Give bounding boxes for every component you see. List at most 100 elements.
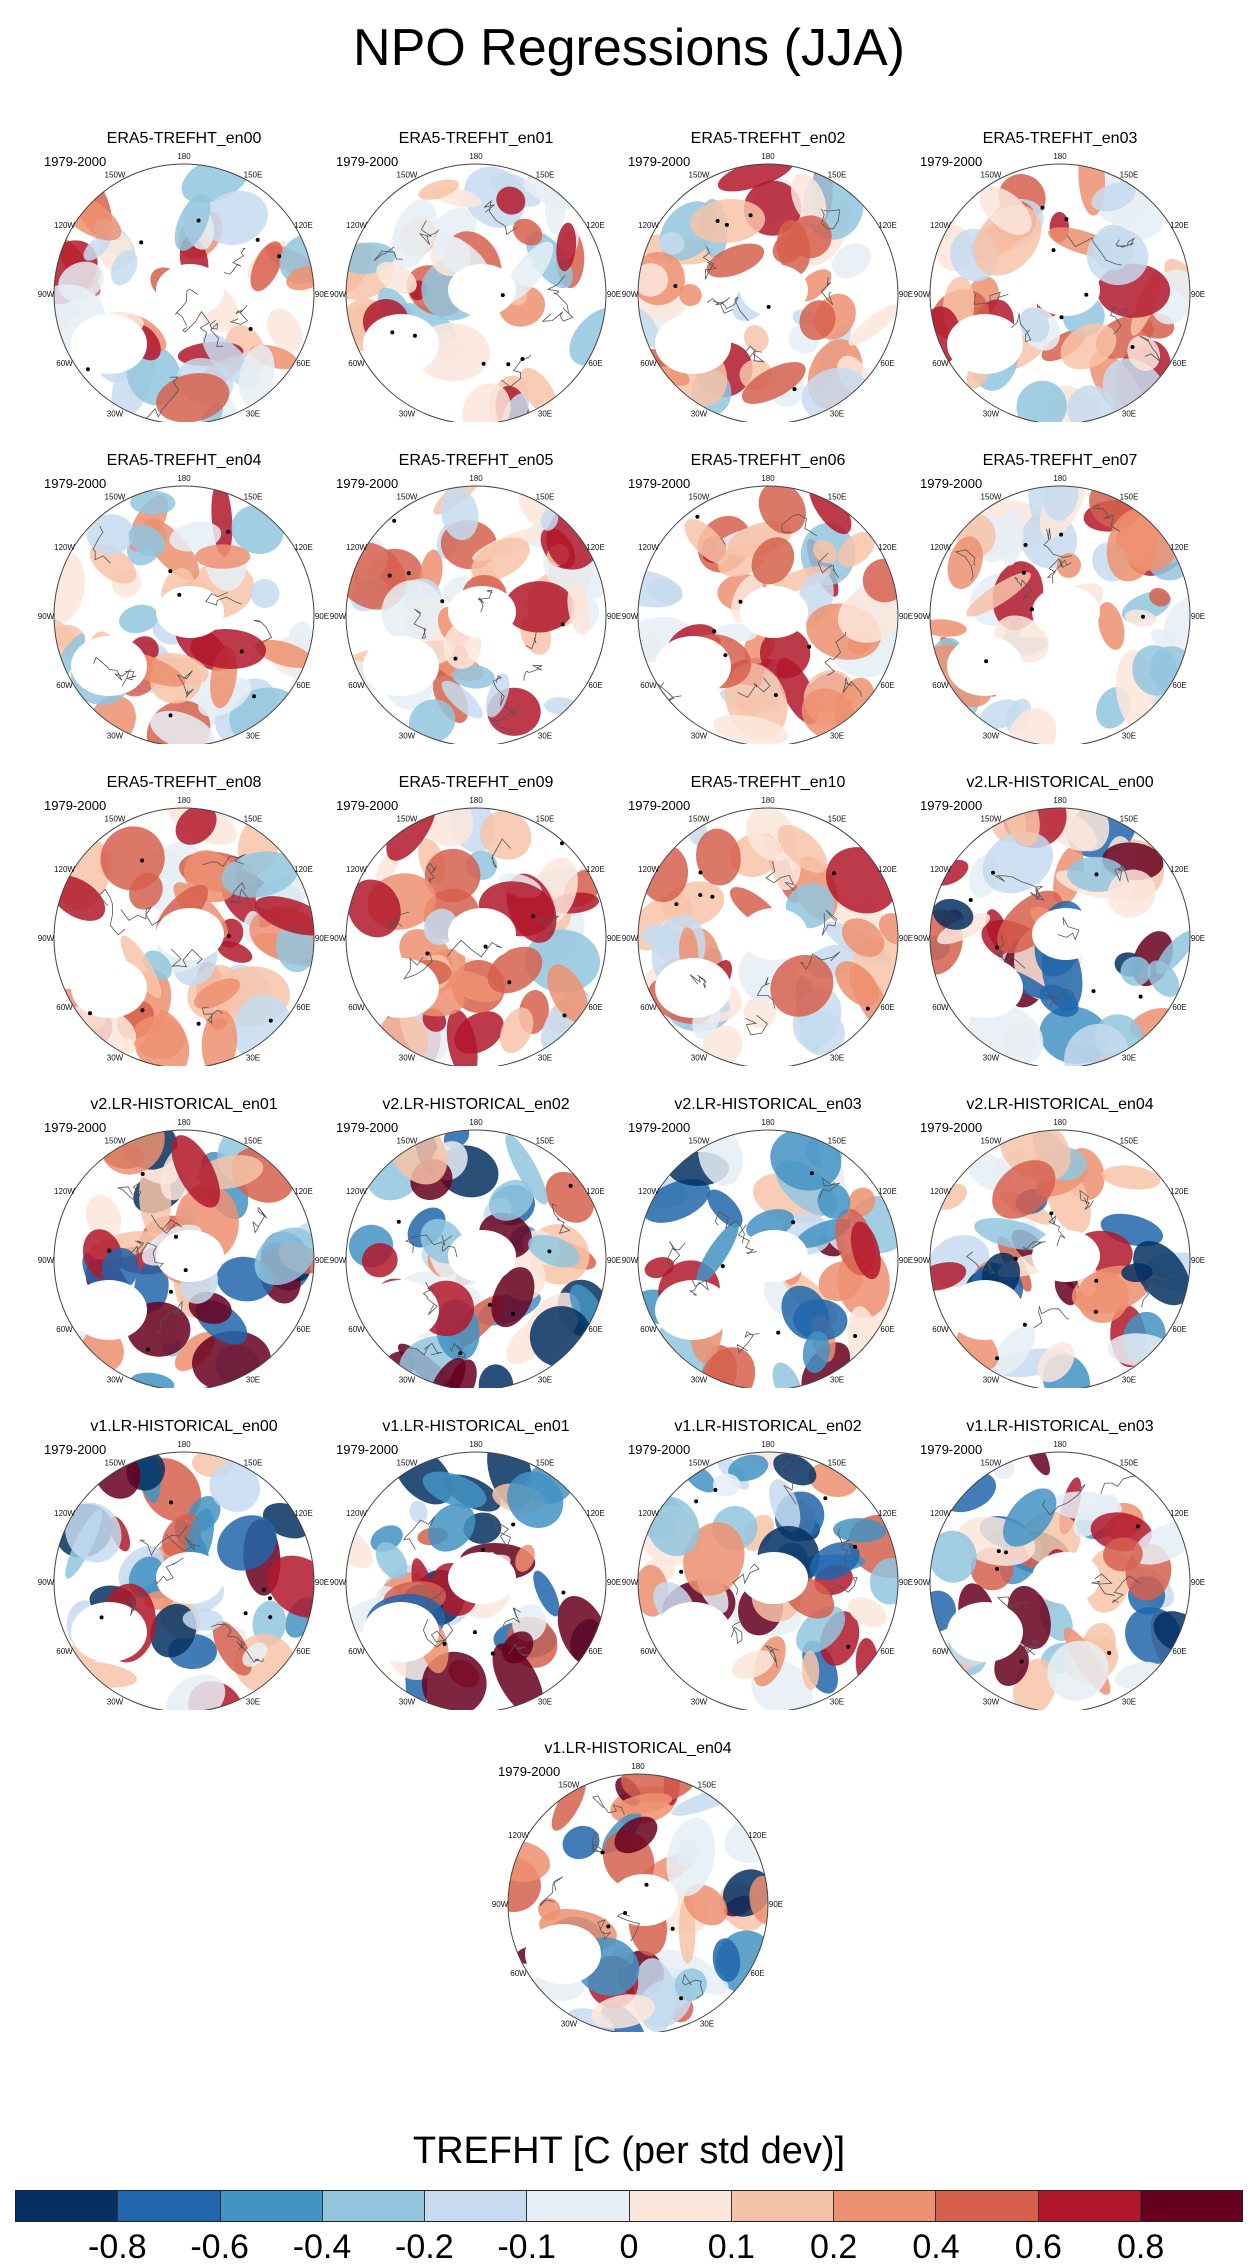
significance-dot [1022, 1322, 1027, 1327]
coastline [403, 1516, 436, 1550]
map-panel: v1.LR-HISTORICAL_en04 180 150E 120E 90E 60E 30… [492, 1740, 784, 2032]
map-border [929, 807, 1191, 1066]
chart-title: NPO Regressions (JJA) [353, 19, 905, 77]
anomaly-shading [1124, 609, 1157, 627]
longitude-label: 90W [330, 1256, 347, 1265]
longitude-label: 30W [107, 1376, 124, 1385]
atlantic-ocean [363, 1602, 439, 1662]
significance-dot [1141, 614, 1145, 619]
anomaly-shading [448, 1359, 477, 1388]
significance-dot [748, 213, 753, 218]
coastline [525, 629, 537, 650]
anomaly-shading [391, 199, 437, 269]
significance-dot [865, 1006, 870, 1011]
anomaly-shading [999, 506, 1024, 566]
anomaly-shading [132, 1015, 186, 1059]
map-border [345, 1451, 607, 1710]
coastline [616, 1912, 640, 1942]
anomaly-shading [878, 913, 898, 946]
colorbar-box [527, 2191, 630, 2221]
longitude-label: 120E [1170, 543, 1189, 552]
coastline [546, 275, 569, 313]
anomaly-shading [446, 1009, 478, 1066]
significance-dot [268, 1596, 272, 1601]
longitude-label: 120E [586, 1509, 605, 1518]
anomaly-shading [275, 923, 314, 973]
colorbar-tick-label: 0.1 [707, 2228, 755, 2266]
longitude-label: 60E [588, 1325, 602, 1334]
polar-map: 180150E120E90E60E30E030W60W90W120W150W [38, 152, 329, 422]
significance-dot [623, 1911, 628, 1915]
anomaly-shading [515, 1544, 535, 1572]
anomaly-shading [770, 1130, 842, 1191]
significance-dot [713, 1488, 718, 1492]
coastline [150, 1214, 182, 1234]
longitude-label: 90W [38, 1256, 55, 1265]
coastline [799, 951, 841, 970]
longitude-label: 60W [640, 1325, 657, 1334]
significance-dot [600, 1850, 605, 1855]
anomaly-shading [1127, 335, 1161, 371]
anomaly-shading [182, 1608, 224, 1631]
coastline [713, 296, 749, 322]
colorbar [15, 2190, 1243, 2222]
anomaly-shading [638, 309, 662, 350]
anomaly-shading [735, 691, 762, 718]
panel-grid: ERA5-TREFHT_en00180150E120E90E60E30E030W… [38, 130, 1205, 2032]
significance-dot [1021, 570, 1026, 575]
coastline [387, 911, 410, 930]
significance-dot [561, 1590, 566, 1595]
longitude-label: 60E [296, 359, 310, 368]
longitude-label: 180 [469, 796, 483, 805]
significance-dot [174, 1234, 178, 1239]
significance-dot [442, 1641, 447, 1646]
anomaly-shading [267, 1555, 314, 1618]
longitude-label: 150E [828, 1459, 847, 1468]
longitude-label: 90E [315, 612, 329, 621]
atlantic-ocean [71, 958, 147, 1018]
longitude-label: 60E [588, 359, 602, 368]
longitude-label: 90W [914, 934, 931, 943]
significance-dot [255, 237, 260, 242]
polar-map: 180150E120E90E60E30E030W60W90W120W150W [330, 474, 621, 744]
map-border [929, 485, 1191, 744]
significance-dot [807, 644, 812, 649]
coastline [425, 1587, 454, 1641]
coastline [1033, 1306, 1070, 1329]
anomaly-shading [731, 1650, 775, 1680]
coastline [1046, 559, 1072, 578]
significance-dot [698, 893, 703, 897]
atlantic-ocean [655, 1280, 731, 1340]
longitude-label: 120E [294, 543, 313, 552]
anomaly-shading [772, 1362, 802, 1388]
significance-dot [1138, 994, 1143, 999]
significance-dot [562, 1013, 567, 1018]
coastline [1043, 528, 1073, 558]
anomaly-shading [1106, 508, 1159, 582]
significance-dot [1023, 543, 1028, 547]
anomaly-shading [496, 186, 526, 215]
coastline [1030, 886, 1045, 901]
anomaly-shading [1064, 1023, 1130, 1066]
colorbar-box [118, 2191, 221, 2221]
longitude-label: 30E [1122, 1698, 1136, 1707]
longitude-label: 150W [981, 171, 1002, 180]
longitude-label: 90E [607, 612, 621, 621]
longitude-label: 150W [981, 493, 1002, 502]
anomaly-shading [488, 1179, 534, 1221]
map-border [929, 163, 1191, 422]
anomaly-shading [567, 583, 591, 636]
map-border [929, 1129, 1191, 1388]
map-panel: v1.LR-HISTORICAL_en02 180 150E 120E 90E 60E 30… [622, 1418, 914, 1710]
map-panel: ERA5-TREFHT_en00180150E120E90E60E30E030W… [38, 130, 330, 422]
significance-dot [472, 1630, 477, 1635]
atlantic-ocean [71, 314, 147, 374]
longitude-label: 90W [330, 1578, 347, 1587]
significance-dot [453, 656, 458, 661]
coastline [1115, 237, 1135, 248]
colorbar-box [322, 2191, 425, 2221]
significance-dot [679, 1996, 684, 2001]
map-border [637, 807, 899, 1066]
significance-dot [710, 894, 715, 899]
panel-period: 1979-2000 [336, 1120, 399, 1135]
